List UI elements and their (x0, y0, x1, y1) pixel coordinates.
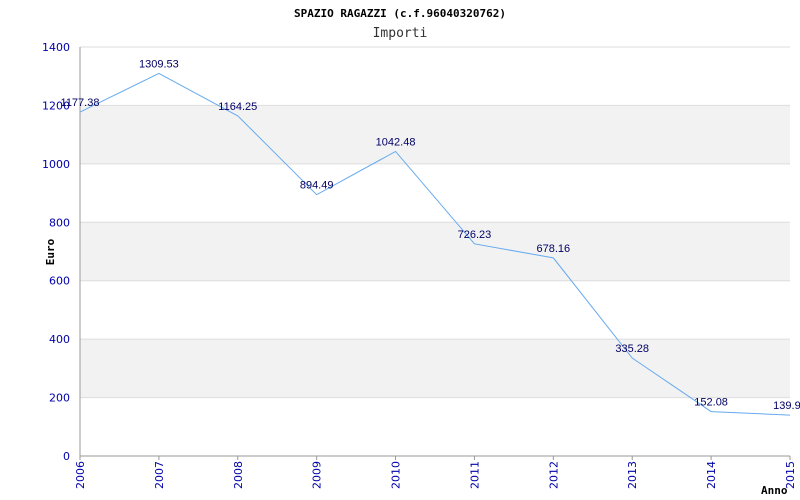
y-tick-label: 0 (63, 450, 70, 463)
y-tick-label: 800 (49, 216, 70, 229)
data-label: 1177.38 (61, 97, 100, 109)
x-tick-label: 2012 (547, 461, 560, 489)
x-tick-label: 2010 (390, 461, 403, 489)
y-tick-label: 1200 (42, 99, 70, 112)
data-label: 139.93 (773, 400, 800, 412)
chart-subtitle: Importi (373, 26, 428, 41)
data-label: 335.28 (615, 343, 649, 355)
data-label: 894.49 (300, 180, 334, 192)
plot-area: 0 200 400 600 800 1000 1200 1400 2006 2007 2008 200… (42, 41, 800, 489)
y-axis-title: Euro (44, 238, 57, 265)
series-line (79, 72, 791, 416)
x-tick-label: 2007 (153, 461, 166, 489)
x-tick-label: 2013 (626, 461, 639, 489)
data-label: 726.23 (458, 229, 492, 241)
y-tick-label: 200 (49, 392, 70, 405)
x-tick-label: 2009 (311, 461, 324, 489)
x-tick-label: 2011 (468, 461, 481, 489)
x-tick-label: 2008 (232, 461, 245, 489)
grid-band (80, 222, 790, 281)
x-axis-title: Anno (761, 484, 788, 497)
grid-band (80, 339, 790, 398)
x-tick-label: 2006 (74, 461, 87, 489)
grid-band (80, 105, 790, 164)
data-label: 152.08 (694, 397, 728, 409)
y-tick-label: 1000 (42, 158, 70, 171)
x-tick-label: 2015 (784, 461, 797, 489)
data-label: 1164.25 (218, 101, 257, 113)
data-label: 678.16 (537, 243, 571, 255)
data-label: 1309.53 (139, 58, 179, 70)
chart-title: SPAZIO RAGAZZI (c.f.96040320762) (294, 7, 506, 20)
x-tick-label: 2014 (705, 461, 718, 489)
data-label: 1042.48 (376, 136, 416, 148)
y-tick-label: 600 (49, 275, 70, 288)
y-tick-label: 400 (49, 333, 70, 346)
y-tick-label: 1400 (42, 41, 70, 54)
